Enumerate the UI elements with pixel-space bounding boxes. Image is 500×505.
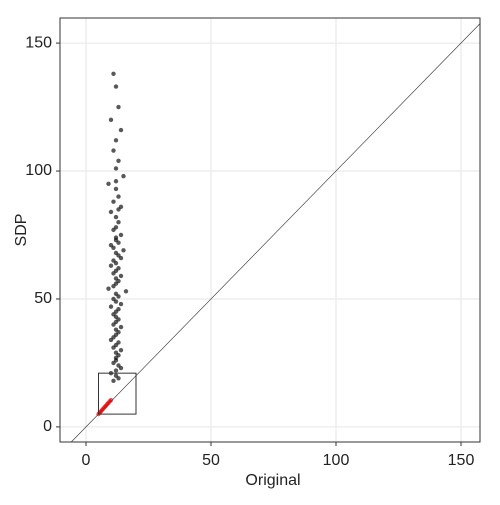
- point: [113, 179, 119, 184]
- point: [108, 337, 114, 343]
- point: [118, 273, 124, 279]
- point: [113, 260, 119, 266]
- point: [113, 84, 119, 89]
- y-tick-label: 100: [25, 162, 52, 179]
- point: [108, 397, 114, 403]
- point: [111, 71, 116, 76]
- point: [111, 345, 116, 350]
- point: [113, 214, 119, 220]
- x-axis-label: Original: [245, 472, 300, 489]
- y-axis-label: SDP: [13, 214, 30, 247]
- point: [108, 304, 114, 309]
- point: [116, 376, 121, 381]
- point: [111, 378, 116, 384]
- x-tick-label: 50: [202, 452, 220, 469]
- point: [111, 271, 116, 276]
- point: [113, 186, 119, 192]
- point: [106, 181, 111, 187]
- point: [118, 324, 124, 330]
- y-tick-label: 50: [34, 290, 52, 307]
- point: [111, 227, 116, 233]
- point: [116, 219, 121, 225]
- point: [116, 294, 121, 299]
- point: [116, 104, 121, 110]
- x-tick-label: 0: [82, 452, 91, 469]
- point: [108, 117, 114, 123]
- point: [111, 283, 116, 289]
- point: [118, 365, 124, 371]
- x-tick-label: 150: [448, 452, 475, 469]
- point: [111, 148, 116, 153]
- highlight-box: [98, 372, 137, 415]
- point: [116, 194, 121, 199]
- point: [118, 347, 124, 353]
- point: [118, 127, 124, 133]
- diagonal-line: [71, 23, 481, 443]
- point: [113, 368, 119, 373]
- x-tick-label: 100: [323, 452, 350, 469]
- point: [118, 301, 124, 307]
- point: [111, 322, 116, 327]
- point: [121, 173, 126, 179]
- point: [121, 248, 126, 253]
- point: [111, 245, 116, 250]
- point: [113, 237, 119, 243]
- point: [111, 360, 116, 366]
- point: [108, 263, 114, 268]
- y-tick-label: 0: [43, 418, 52, 435]
- point: [116, 158, 121, 163]
- point: [106, 286, 111, 291]
- y-tick-label: 150: [25, 34, 52, 51]
- point: [113, 299, 119, 304]
- point: [116, 207, 121, 212]
- point: [118, 232, 124, 238]
- point: [113, 138, 119, 143]
- panel-border: [59, 17, 481, 443]
- point: [111, 199, 116, 204]
- point: [123, 289, 129, 294]
- point: [113, 166, 119, 171]
- point: [108, 209, 114, 215]
- point: [118, 255, 124, 261]
